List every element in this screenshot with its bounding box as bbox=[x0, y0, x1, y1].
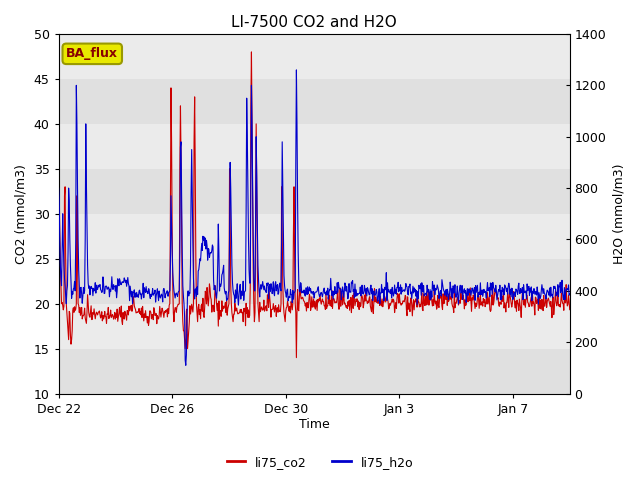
Bar bbox=[59, 259, 570, 304]
Legend: li75_co2, li75_h2o: li75_co2, li75_h2o bbox=[221, 451, 419, 474]
Bar bbox=[59, 79, 570, 124]
Y-axis label: CO2 (mmol/m3): CO2 (mmol/m3) bbox=[15, 164, 28, 264]
Title: LI-7500 CO2 and H2O: LI-7500 CO2 and H2O bbox=[231, 15, 397, 30]
Bar bbox=[59, 169, 570, 214]
Bar bbox=[59, 124, 570, 169]
X-axis label: Time: Time bbox=[299, 419, 330, 432]
Y-axis label: H2O (mmol/m3): H2O (mmol/m3) bbox=[612, 164, 625, 264]
Bar bbox=[59, 304, 570, 348]
Bar bbox=[59, 34, 570, 79]
Bar bbox=[59, 348, 570, 394]
Text: BA_flux: BA_flux bbox=[67, 48, 118, 60]
Bar bbox=[59, 214, 570, 259]
